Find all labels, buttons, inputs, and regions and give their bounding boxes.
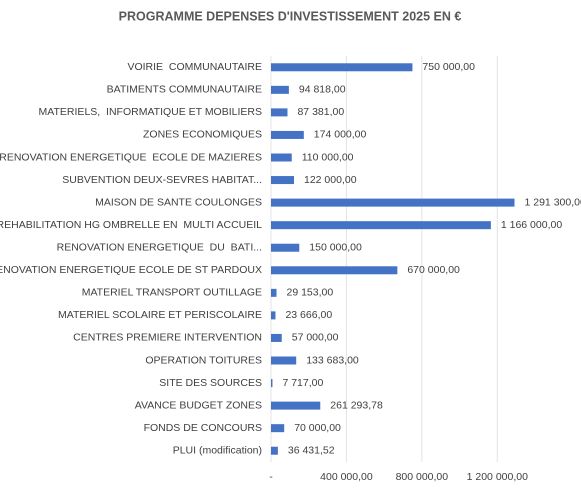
x-tick-label: 800 000,00: [396, 471, 449, 483]
chart-title: PROGRAMME DEPENSES D'INVESTISSEMENT 2025…: [119, 9, 462, 23]
data-label: 174 000,00: [314, 129, 367, 141]
y-tick-label: FONDS DE CONCOURS: [144, 422, 262, 434]
x-tick-label: -: [269, 471, 273, 483]
data-label: 150 000,00: [309, 242, 362, 254]
data-label: 670 000,00: [407, 264, 460, 276]
x-tick-label: 400 000,00: [320, 471, 373, 483]
y-tick-label: MATERIELS, INFORMATIQUE ET MOBILIERS: [39, 106, 262, 118]
bar: [271, 243, 300, 252]
y-tick-label: CENTRES PREMIERE INTERVENTION: [73, 332, 262, 344]
bar: [271, 108, 288, 117]
data-label: 70 000,00: [294, 422, 341, 434]
y-tick-label: RENOVATION ENERGETIQUE ECOLE DE ST PARDO…: [0, 264, 262, 276]
data-label: 1 291 300,00: [525, 196, 581, 208]
data-label: 750 000,00: [422, 61, 475, 73]
bar: [271, 63, 413, 72]
bar: [271, 85, 289, 94]
bar: [271, 266, 398, 275]
y-tick-label: RENOVATION ENERGETIQUE DU BATI...: [57, 242, 262, 254]
bar: [271, 424, 285, 433]
data-label: 36 431,52: [288, 445, 335, 457]
y-tick-label: AVANCE BUDGET ZONES: [135, 399, 262, 411]
y-tick-label: VOIRIE COMMUNAUTAIRE: [127, 61, 262, 73]
data-label: 23 666,00: [285, 309, 332, 321]
bar: [271, 356, 297, 365]
data-label: 1 166 000,00: [501, 219, 562, 231]
y-tick-label: ZONES ECONOMIQUES: [143, 129, 262, 141]
bar: [271, 401, 321, 410]
y-tick-label: MATERIEL SCOLAIRE ET PERISCOLAIRE: [58, 309, 262, 321]
bar: [271, 379, 273, 388]
bar: [271, 311, 276, 320]
bar: [271, 333, 282, 342]
y-tick-label: MATERIEL TRANSPORT OUTILLAGE: [82, 287, 262, 299]
y-tick-label: OPERATION TOITURES: [145, 354, 262, 366]
y-tick-label: REHABILITATION HG OMBRELLE EN MULTI ACCU…: [0, 219, 262, 231]
data-label: 110 000,00: [302, 151, 354, 163]
y-tick-label: BATIMENTS COMMUNAUTAIRE: [107, 84, 262, 96]
bar: [271, 221, 491, 230]
data-label: 29 153,00: [286, 287, 333, 299]
y-tick-label: SITE DES SOURCES: [159, 377, 262, 389]
data-label: 87 381,00: [297, 106, 344, 118]
bar: [271, 176, 295, 185]
data-label: 94 818,00: [299, 84, 346, 96]
y-tick-label: RENOVATION ENERGETIQUE ECOLE DE MAZIERES: [0, 151, 262, 163]
y-tick-label: PLUI (modification): [173, 445, 262, 457]
y-tick-label: SUBVENTION DEUX-SEVRES HABITAT...: [62, 174, 262, 186]
bar: [271, 153, 292, 162]
bar: [271, 130, 304, 139]
bar: [271, 288, 277, 297]
data-label: 57 000,00: [292, 332, 339, 344]
bar: [271, 198, 515, 207]
data-label: 7 717,00: [282, 377, 323, 389]
y-tick-label: MAISON DE SANTE COULONGES: [95, 196, 262, 208]
data-label: 261 293,78: [330, 399, 383, 411]
data-label: 133 683,00: [306, 354, 359, 366]
x-tick-label: 1 200 000,00: [467, 471, 528, 483]
data-label: 122 000,00: [304, 174, 357, 186]
bar: [271, 446, 278, 455]
